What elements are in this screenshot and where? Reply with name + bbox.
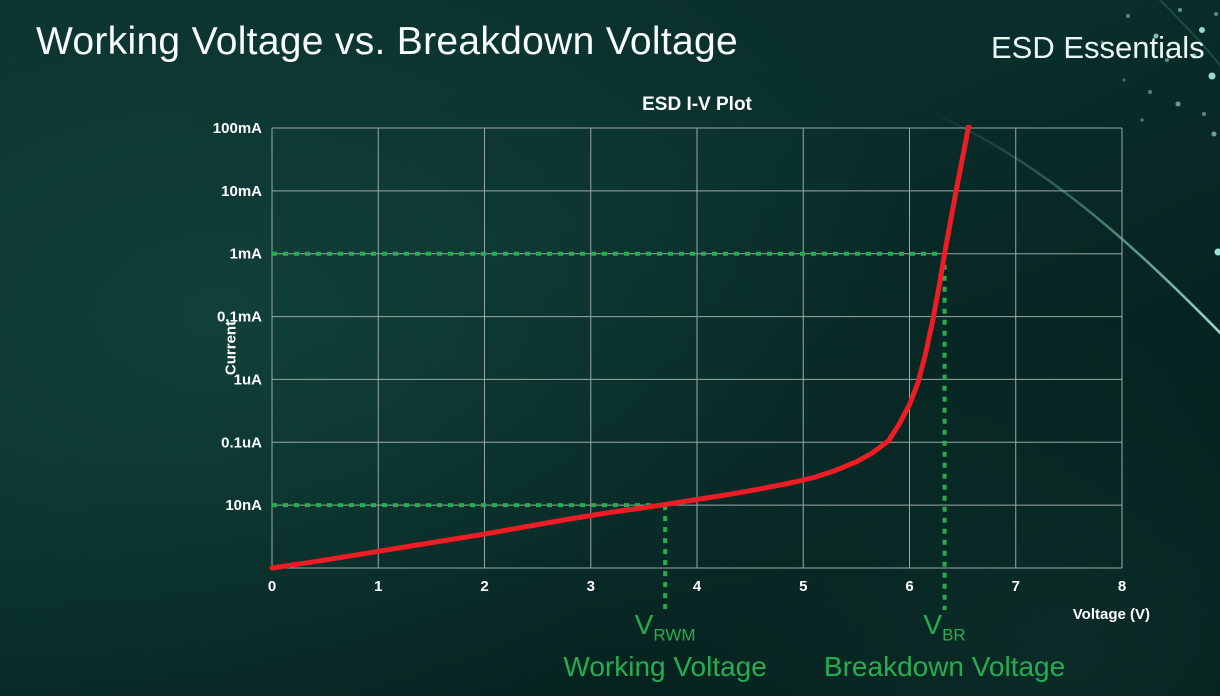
vrwm-symbol: VRWM bbox=[563, 610, 766, 651]
sparkle-dots bbox=[1100, 8, 1220, 256]
working-voltage-marker: VRWM Working Voltage bbox=[563, 610, 766, 683]
x-tick-label: 2 bbox=[480, 578, 488, 595]
vrwm-caption: Working Voltage bbox=[563, 650, 767, 682]
page-title: Working Voltage vs. Breakdown Voltage bbox=[36, 20, 738, 63]
x-axis-title: Voltage (V) bbox=[1072, 606, 1150, 623]
iv-curve bbox=[269, 125, 972, 571]
x-tick-label: 7 bbox=[1012, 578, 1020, 595]
y-tick-label: 100mA bbox=[213, 120, 262, 137]
x-tick-label: 1 bbox=[374, 578, 382, 595]
x-tick-label: 6 bbox=[905, 578, 913, 595]
vbr-symbol-letter: V bbox=[923, 609, 943, 640]
decorative-sweep-line-2 bbox=[1158, 0, 1220, 68]
brand-text: ESD Essentials bbox=[991, 30, 1205, 65]
chart-title: ESD I-V Plot bbox=[642, 94, 752, 115]
y-tick-label: 1uA bbox=[234, 371, 263, 388]
decorative-sweep-line bbox=[929, 110, 1220, 335]
y-tick-label: 10mA bbox=[221, 183, 262, 200]
vbr-caption: Breakdown Voltage bbox=[823, 650, 1066, 682]
vrwm-symbol-letter: V bbox=[634, 609, 654, 640]
y-tick-label: 10nA bbox=[225, 497, 262, 514]
vrwm-symbol-subscript: RWM bbox=[653, 625, 696, 645]
y-tick-label: 0.1uA bbox=[221, 434, 262, 451]
x-tick-label: 5 bbox=[799, 578, 807, 595]
breakdown-voltage-marker: VBR Breakdown Voltage bbox=[824, 610, 1065, 683]
x-tick-label: 4 bbox=[693, 578, 702, 595]
vbr-symbol: VBR bbox=[824, 610, 1065, 651]
vbr-symbol-subscript: BR bbox=[942, 625, 966, 645]
y-tick-label: 0.1mA bbox=[217, 309, 262, 326]
y-tick-label: 1mA bbox=[229, 246, 262, 263]
x-tick-label: 8 bbox=[1118, 578, 1126, 595]
x-tick-label: 0 bbox=[268, 578, 276, 595]
x-tick-label: 3 bbox=[587, 578, 595, 595]
